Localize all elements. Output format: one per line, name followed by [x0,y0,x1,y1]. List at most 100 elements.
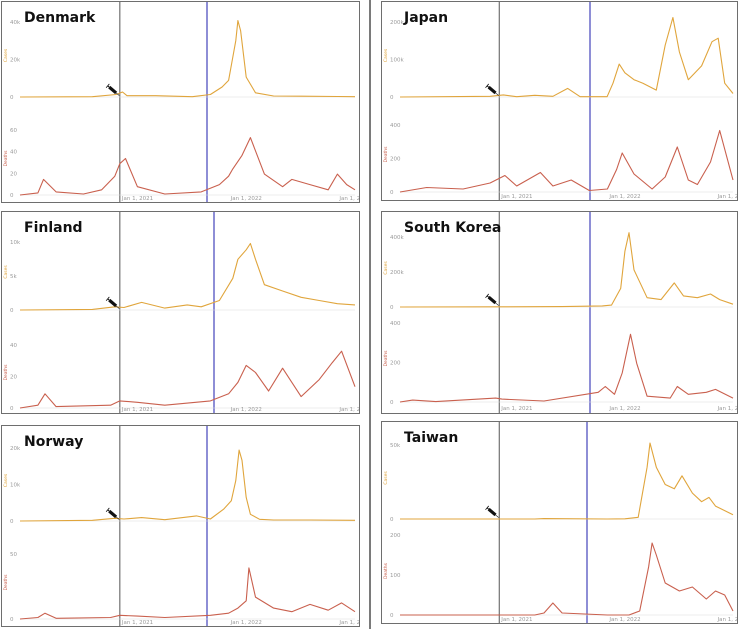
deaths-tick-label: 0 [10,406,14,412]
deaths-tick-label: 20 [10,375,17,381]
date-tick-label: Jan 1, 2022 [608,617,640,623]
cases-axis-label: Cases [383,48,389,62]
cases-tick-label: 0 [390,305,394,311]
cases-axis-label: Cases [3,265,9,279]
deaths-axis-label: Deaths [383,146,389,163]
chart-svg: Cases Deaths 10k 5k 0 40 20 0 Jan 1, 2021 Jan 1, … [3,212,359,413]
date-tick-label: Jan 1, 2022 [230,620,262,626]
chart-svg: Cases Deaths 400k 200k 0 400 200 0 Jan 1, 2021 Ja… [383,212,737,413]
column-divider [369,0,371,629]
cases-series-line [19,20,356,98]
panel-south-korea: Cases Deaths 400k 200k 0 400 200 0 Jan 1, 2021 Ja… [381,211,738,414]
deaths-axis-label: Deaths [383,562,389,579]
deaths-series-line [19,567,356,620]
deaths-tick-label: 40 [10,150,17,156]
panel-finland: Cases Deaths 10k 5k 0 40 20 0 Jan 1, 2021 Jan 1, … [1,211,360,414]
deaths-tick-label: 60 [10,128,17,134]
deaths-tick-label: 20 [10,171,17,177]
deaths-axis-label: Deaths [3,574,9,591]
date-tick-label: Jan 1, 2022 [230,196,262,202]
syringe-icon [105,296,120,309]
panel-taiwan: Cases Deaths 50k 0 200 100 0 Jan 1, 2021 Jan 1, … [381,421,738,624]
panel-title: Norway [24,434,84,450]
panel-title: South Korea [404,220,502,236]
cases-tick-label: 10k [10,483,21,489]
deaths-axis-label: Deaths [3,150,9,167]
deaths-series-line [399,129,734,193]
deaths-series-line [400,542,734,616]
cases-series-line [19,449,356,522]
deaths-series-line [19,137,356,196]
deaths-tick-label: 0 [390,613,394,619]
deaths-axis-label: Deaths [3,364,9,381]
chart-svg: Cases Deaths 40k 20k 0 60 40 20 0 Jan 1, 2021 Jan … [3,2,359,202]
date-tick-label: Jan 1, 2023 [717,617,737,623]
cases-series-line [399,16,734,98]
cases-tick-label: 0 [390,95,394,101]
date-tick-label: Jan 1, 2022 [230,407,262,413]
syringe-icon [485,83,499,96]
panel-japan: Cases Deaths 200k 100k 0 400 200 0 Jan 1, 2021 Ja… [381,1,738,201]
syringe-icon [105,507,120,520]
cases-axis-label: Cases [3,48,9,62]
date-tick-label: Jan 1, 2023 [717,194,737,200]
deaths-axis-label: Deaths [383,350,389,367]
panel-norway: Cases Deaths 20k 10k 0 50 0 Jan 1, 2021 Jan 1, 2… [1,425,360,627]
cases-tick-label: 0 [10,519,14,525]
panel-title: Taiwan [404,430,459,446]
date-tick-label: Jan 1, 2021 [121,196,153,202]
date-tick-label: Jan 1, 2023 [338,407,359,413]
date-tick-label: Jan 1, 2022 [608,194,640,200]
deaths-tick-label: 200 [390,361,401,367]
syringe-icon [485,505,499,518]
deaths-tick-label: 100 [390,573,401,579]
deaths-series-line [399,333,734,403]
deaths-tick-label: 0 [10,193,14,199]
date-tick-label: Jan 1, 2021 [500,617,532,623]
cases-tick-label: 5k [10,274,17,280]
deaths-tick-label: 200 [390,157,401,163]
panel-title: Denmark [24,10,96,26]
deaths-series-line [19,350,356,409]
cases-tick-label: 200k [390,20,404,26]
deaths-tick-label: 0 [390,400,394,406]
cases-tick-label: 100k [390,58,404,64]
cases-axis-label: Cases [383,261,389,275]
date-tick-label: Jan 1, 2023 [338,620,359,626]
panel-denmark: Cases Deaths 40k 20k 0 60 40 20 0 Jan 1, 2021 Jan … [1,1,360,203]
cases-series-line [399,232,734,308]
cases-tick-label: 50k [390,443,401,449]
chart-svg: Cases Deaths 20k 10k 0 50 0 Jan 1, 2021 Jan 1, 2… [3,426,359,626]
deaths-tick-label: 400 [390,123,401,129]
cases-tick-label: 0 [390,517,394,523]
deaths-tick-label: 200 [390,533,401,539]
date-tick-label: Jan 1, 2023 [338,196,359,202]
cases-axis-label: Cases [3,473,9,487]
cases-axis-label: Cases [383,471,389,485]
cases-tick-label: 10k [10,240,21,246]
date-tick-label: Jan 1, 2021 [121,407,153,413]
deaths-tick-label: 0 [390,190,394,196]
cases-tick-label: 400k [390,235,404,241]
chart-svg: Cases Deaths 200k 100k 0 400 200 0 Jan 1, 2021 Ja… [383,2,737,200]
cases-tick-label: 0 [10,95,14,101]
date-tick-label: Jan 1, 2021 [121,620,153,626]
date-tick-label: Jan 1, 2023 [717,406,737,412]
deaths-tick-label: 400 [390,321,401,327]
deaths-tick-label: 0 [10,617,14,623]
panel-title: Japan [404,10,449,26]
date-tick-label: Jan 1, 2021 [500,406,532,412]
cases-tick-label: 40k [10,20,21,26]
deaths-tick-label: 50 [10,552,17,558]
cases-series-line [19,242,356,311]
deaths-tick-label: 40 [10,343,17,349]
cases-tick-label: 0 [10,308,14,314]
cases-tick-label: 200k [390,270,404,276]
cases-tick-label: 20k [10,58,21,64]
chart-svg: Cases Deaths 50k 0 200 100 0 Jan 1, 2021 Jan 1, … [383,422,737,623]
date-tick-label: Jan 1, 2022 [608,406,640,412]
cases-tick-label: 20k [10,446,21,452]
date-tick-label: Jan 1, 2021 [500,194,532,200]
cases-series-line [400,442,734,520]
syringe-icon [105,83,120,96]
